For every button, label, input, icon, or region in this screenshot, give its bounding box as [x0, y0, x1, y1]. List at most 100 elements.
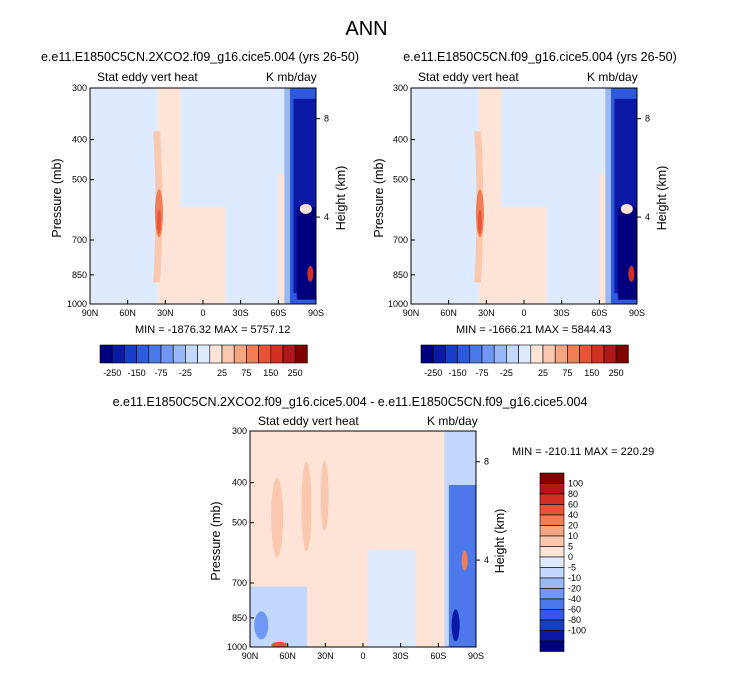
- x-tick-label: 90S: [308, 308, 324, 318]
- x-tick-label: 90N: [82, 308, 99, 318]
- panel-2-colorbar: -250 -150 -75 -25 25 75 150 250: [420, 344, 629, 378]
- x-tick-label: 30S: [233, 308, 249, 318]
- colorbar-swatch: [221, 344, 235, 364]
- colorbar-swatch: [160, 344, 174, 364]
- field-band-high-lat-north: [90, 88, 158, 304]
- colorbar-label: 20: [568, 521, 578, 531]
- colorbar-swatch: [539, 535, 565, 547]
- colorbar-swatch: [539, 472, 565, 484]
- field-south-pole-light: [620, 203, 633, 214]
- field-diff-south-pos: [461, 550, 468, 571]
- y2-tick-label: 4: [645, 212, 650, 222]
- field-diff-south-core: [451, 609, 460, 642]
- colorbar-label: -10: [568, 573, 581, 583]
- colorbar-swatch: [506, 344, 519, 364]
- panel-3-variable-label: Stat eddy vert heat: [258, 414, 359, 428]
- x-tick-label: 60S: [591, 308, 607, 318]
- field-diff-pos-3: [320, 460, 329, 531]
- y-tick-label: 850: [232, 613, 247, 623]
- panel-1-minmax: MIN = -1876.32 MAX = 5757.12: [135, 324, 291, 336]
- x-tick-label: 30N: [157, 308, 174, 318]
- colorbar-swatch: [445, 344, 458, 364]
- colorbar-swatch: [530, 344, 544, 364]
- colorbar-swatch: [493, 344, 507, 364]
- field-diff-pos-2: [301, 461, 312, 552]
- panel-2-units-label: K mb/day: [587, 70, 638, 84]
- colorbar-label: 250: [609, 368, 624, 378]
- colorbar-label: -20: [568, 584, 581, 594]
- y-tick-label: 400: [72, 135, 87, 145]
- x-tick-label: 30S: [554, 308, 570, 318]
- colorbar-swatch: [99, 344, 113, 364]
- y-tick-label: 1000: [227, 642, 247, 652]
- field-south-pole-positive: [307, 265, 314, 282]
- colorbar-swatch: [539, 525, 565, 537]
- x-tick-label: 60N: [440, 308, 457, 318]
- field-south-pole-positive: [628, 265, 635, 282]
- y-tick-label: 850: [72, 270, 87, 280]
- field-diff-neg-north-core: [254, 611, 269, 640]
- y2-tick-label: 4: [324, 212, 329, 222]
- colorbar-swatch: [518, 344, 532, 364]
- colorbar-swatch: [539, 577, 565, 589]
- colorbar-swatch: [615, 344, 629, 364]
- panel-3-units-label: K mb/day: [427, 414, 478, 428]
- colorbar-swatch: [542, 344, 556, 364]
- colorbar-swatch: [567, 344, 580, 364]
- x-tick-label: 90N: [403, 308, 420, 318]
- y2-tick-label: 4: [484, 555, 489, 565]
- colorbar-swatch: [233, 344, 247, 364]
- y-tick-label: 400: [393, 135, 408, 145]
- colorbar-swatch: [294, 344, 308, 364]
- panel-1-plot: 300 400 500 700 850 1000 8 4 90N 60N 30N 0 30S 60S 90S: [67, 83, 329, 318]
- y-tick-label: 1000: [388, 299, 408, 309]
- colorbar-swatch: [539, 619, 565, 631]
- y-tick-label: 500: [393, 175, 408, 185]
- panel-2-plot: 300 400 500 700 850 1000 8 4 90N 60N 30N 0 30S 60S 90S: [388, 83, 650, 318]
- x-tick-label: 90S: [468, 651, 484, 661]
- field-band-subtropic: [501, 88, 548, 207]
- colorbar-label: 25: [538, 368, 548, 378]
- colorbar-swatch: [539, 493, 565, 505]
- colorbar-label: -250: [424, 368, 442, 378]
- colorbar-swatch: [258, 344, 272, 364]
- x-tick-label: 30S: [393, 651, 409, 661]
- colorbar-swatch: [209, 344, 223, 364]
- colorbar-label: -25: [500, 368, 513, 378]
- x-tick-label: 60S: [430, 651, 446, 661]
- colorbar-swatch: [136, 344, 150, 364]
- y-tick-label: 500: [232, 518, 247, 528]
- colorbar-swatch: [539, 630, 565, 642]
- x-tick-label: 60S: [270, 308, 286, 318]
- y-tick-label: 700: [232, 578, 247, 588]
- panel-1-title: e.e11.E1850C5CN.2XCO2.f09_g16.cice5.004 …: [40, 50, 359, 64]
- colorbar-label: -100: [568, 626, 586, 636]
- colorbar-label: -40: [568, 594, 581, 604]
- field-south-pole-light: [299, 203, 312, 214]
- panel-2-variable-label: Stat eddy vert heat: [418, 70, 519, 84]
- x-tick-label: 0: [200, 308, 205, 318]
- colorbar-label: 100: [568, 479, 583, 489]
- panel-1-variable-label: Stat eddy vert heat: [97, 70, 198, 84]
- colorbar-label: 80: [568, 489, 578, 499]
- colorbar-swatch: [539, 556, 565, 568]
- y2-tick-label: 8: [324, 114, 329, 124]
- y-tick-label: 300: [393, 83, 408, 93]
- panel-1-colorbar: -250 -150 -75 -25 25 75 150 250: [99, 344, 308, 378]
- y-tick-label: 300: [232, 426, 247, 436]
- colorbar-swatch: [539, 567, 565, 579]
- x-tick-label: 0: [521, 308, 526, 318]
- colorbar-swatch: [539, 504, 565, 516]
- colorbar-label: -25: [179, 368, 192, 378]
- colorbar-swatch: [539, 609, 565, 621]
- colorbar-label: 250: [288, 368, 303, 378]
- colorbar-label: -80: [568, 615, 581, 625]
- figure-title: ANN: [345, 18, 388, 40]
- x-tick-label: 90N: [242, 651, 259, 661]
- field-diff-pos-surface: [271, 641, 288, 647]
- colorbar-swatch: [539, 483, 565, 495]
- colorbar-label: 75: [562, 368, 572, 378]
- y-tick-label: 400: [232, 478, 247, 488]
- colorbar-swatch: [270, 344, 284, 364]
